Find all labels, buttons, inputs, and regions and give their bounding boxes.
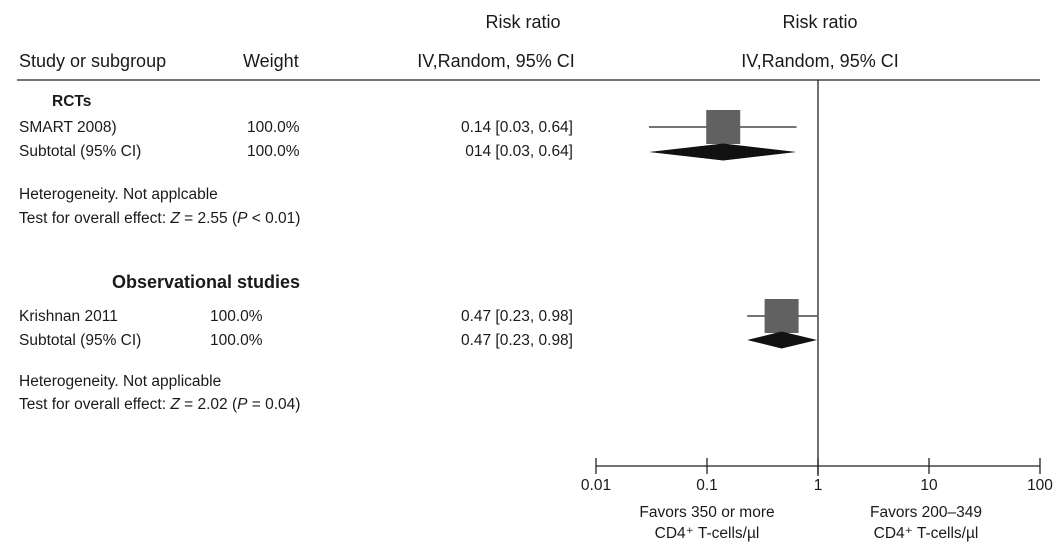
favors-right-line1: Favors 200–349: [869, 504, 983, 521]
tick-label: 100: [1027, 477, 1053, 494]
study-name: SMART 2008): [19, 119, 117, 136]
tick-label: 1: [813, 477, 823, 494]
subtotal-name: Subtotal (95% CI): [19, 143, 142, 160]
tick-label: 10: [920, 477, 938, 494]
heterogeneity-text: Heterogeneity. Not applcable: [19, 186, 218, 203]
study-column-header: Study or subgroup: [19, 51, 167, 71]
study-square: [706, 110, 741, 144]
study-weight: 100.0%: [247, 119, 300, 136]
subtotal-ci-text: 014 [0.03, 0.64]: [465, 143, 573, 160]
tick-label: 0.1: [696, 477, 718, 494]
subtotal-name: Subtotal (95% CI): [19, 332, 142, 349]
rr-column-method: IV,Random, 95% CI: [417, 51, 575, 71]
study-name: Krishnan 2011: [19, 308, 118, 325]
plot-column-title: Risk ratio: [782, 12, 858, 32]
subtotal-ci-text: 0.47 [0.23, 0.98]: [460, 332, 573, 349]
rr-column-title: Risk ratio: [485, 12, 561, 32]
favors-right-line2: CD4⁺ T-cells/µl: [873, 525, 979, 542]
favors-left-line2: CD4⁺ T-cells/µl: [654, 525, 760, 542]
tick-label: 0.01: [580, 477, 612, 494]
subtotal-diamond: [648, 143, 797, 161]
study-weight: 100.0%: [210, 308, 263, 325]
subtotal-weight: 100.0%: [210, 332, 263, 349]
plot-column-method: IV,Random, 95% CI: [741, 51, 899, 71]
overall-effect-text: Test for overall effect: Z = 2.55 (P < 0…: [19, 210, 301, 227]
weight-column-header: Weight: [243, 51, 299, 71]
favors-left-line1: Favors 350 or more: [639, 504, 775, 521]
study-ci-text: 0.14 [0.03, 0.64]: [460, 119, 573, 136]
subtotal-weight: 100.0%: [247, 143, 300, 160]
subtotal-diamond: [747, 331, 818, 349]
group-heading: RCTs: [52, 93, 92, 110]
group-heading: Observational studies: [112, 272, 301, 292]
overall-effect-text: Test for overall effect: Z = 2.02 (P = 0…: [19, 396, 301, 413]
study-ci-text: 0.47 [0.23, 0.98]: [460, 308, 573, 325]
heterogeneity-text: Heterogeneity. Not applicable: [19, 373, 222, 390]
study-square: [764, 299, 799, 333]
